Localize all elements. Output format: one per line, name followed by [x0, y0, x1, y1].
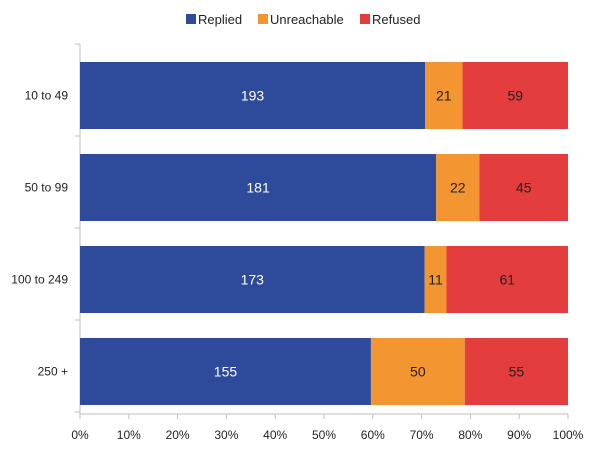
- bar-segment-refused-100-to-249: [446, 246, 568, 313]
- bar-segment-replied-100-to-249: [80, 246, 425, 313]
- legend-swatch-unreachable: [258, 14, 268, 24]
- x-tick-label: 90%: [507, 428, 531, 442]
- bar-segment-unreachable-50-to-99: [436, 154, 480, 221]
- bar-segment-replied-250: [80, 338, 371, 405]
- bars: [80, 62, 568, 405]
- data-label-unreachable-250: 50: [410, 364, 426, 380]
- data-label-replied-100-to-249: 173: [241, 272, 265, 288]
- bar-segment-unreachable-250: [370, 338, 465, 405]
- legend-label-replied: Replied: [198, 12, 242, 27]
- x-tick-label: 20%: [166, 428, 190, 442]
- data-label-unreachable-100-to-249: 11: [428, 272, 443, 288]
- labels: 10 to 49 193 21 59 50 to 99 181 22 45 100 to 249…: [11, 88, 531, 380]
- data-label-unreachable-10-to-49: 21: [436, 88, 452, 104]
- bar-segment-unreachable-100-to-249: [424, 246, 447, 313]
- bar-segment-refused-50-to-99: [479, 154, 568, 221]
- category-label-100-to-249: 100 to 249: [11, 273, 68, 287]
- bar-segment-replied-10-to-49: [80, 62, 425, 129]
- x-tick-label: 50%: [312, 428, 336, 442]
- x-tick-label: 10%: [117, 428, 141, 442]
- legend-swatch-replied: [186, 14, 196, 24]
- category-label-50-to-99: 50 to 99: [25, 181, 69, 195]
- x-tick-label: 70%: [410, 428, 434, 442]
- data-label-replied-250: 155: [214, 364, 238, 380]
- x-tick-label: 0%: [71, 428, 89, 442]
- data-label-unreachable-50-to-99: 22: [450, 180, 466, 196]
- bar-segment-refused-250: [464, 338, 568, 405]
- data-label-refused-10-to-49: 59: [507, 88, 523, 104]
- x-tick-label: 30%: [214, 428, 238, 442]
- x-tick-label: 40%: [263, 428, 287, 442]
- x-tick-label: 60%: [361, 428, 385, 442]
- bar-segment-unreachable-10-to-49: [424, 62, 463, 129]
- bar-segment-replied-50-to-99: [80, 154, 437, 221]
- bar-segment-refused-10-to-49: [462, 62, 568, 129]
- data-label-replied-10-to-49: 193: [241, 88, 265, 104]
- x-tick-label: 80%: [458, 428, 482, 442]
- category-label-250: 250 +: [38, 365, 68, 379]
- legend-label-refused: Refused: [372, 12, 420, 27]
- data-label-replied-50-to-99: 181: [246, 180, 270, 196]
- data-label-refused-250: 55: [509, 364, 525, 380]
- x-tick-label: 100%: [553, 428, 584, 442]
- legend: Replied Unreachable Refused: [186, 12, 420, 27]
- data-label-refused-50-to-99: 45: [516, 180, 532, 196]
- data-label-refused-100-to-249: 61: [499, 272, 515, 288]
- category-label-10-to-49: 10 to 49: [25, 89, 69, 103]
- legend-swatch-refused: [360, 14, 370, 24]
- axes: 0% 10% 20% 30% 40% 50% 60% 70% 80% 90% 100%: [71, 43, 584, 442]
- legend-label-unreachable: Unreachable: [270, 12, 344, 27]
